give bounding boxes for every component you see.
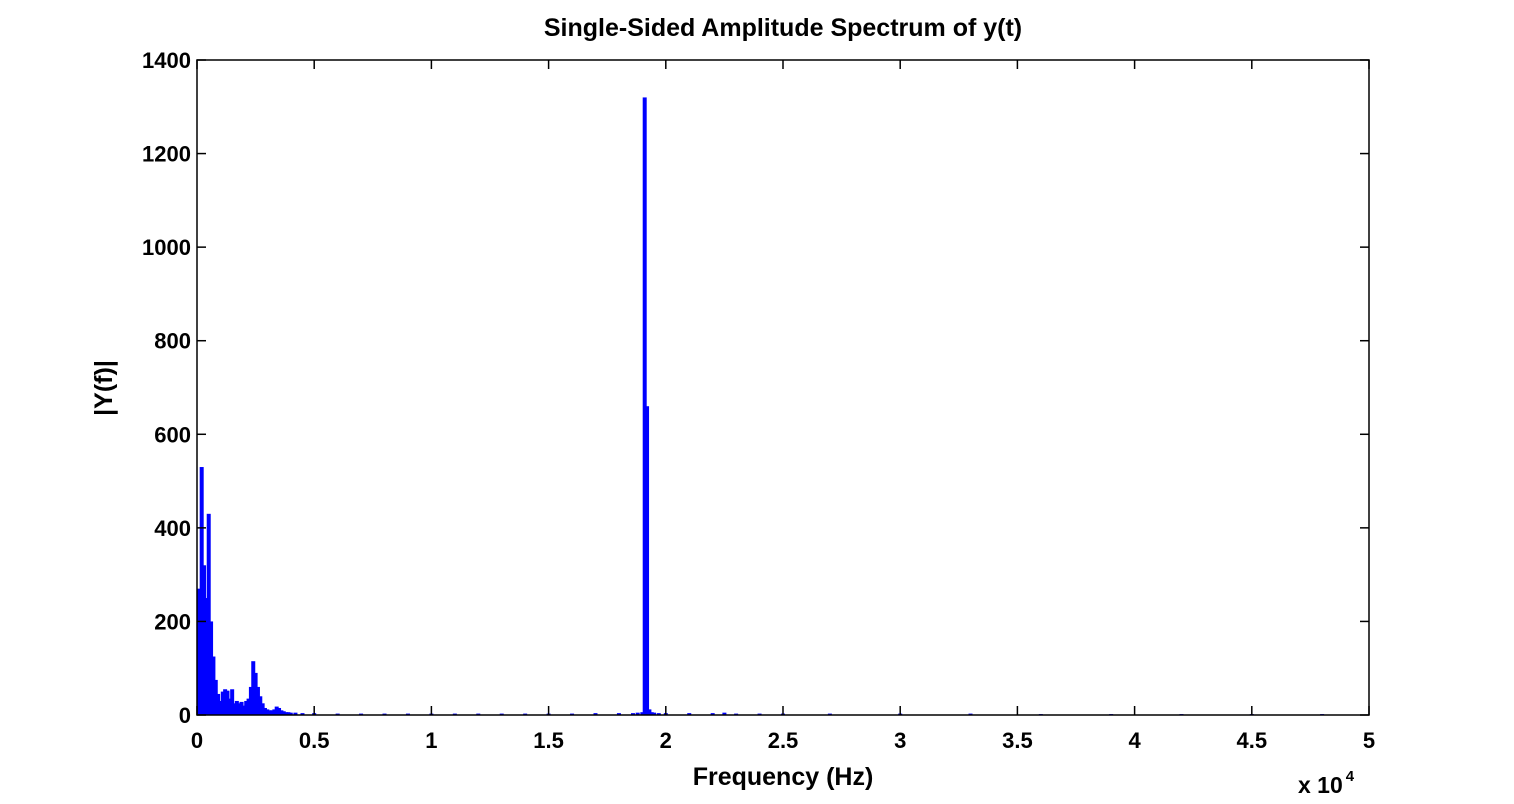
spectrum-bar: [300, 713, 305, 715]
y-tick-label: 800: [154, 329, 191, 354]
spectrum-bar: [277, 707, 282, 715]
x-tick-label: 4: [1128, 728, 1141, 753]
spectrum-bar: [270, 710, 275, 715]
x-multiplier-exponent: 4: [1346, 768, 1355, 785]
spectrum-bar: [687, 713, 692, 715]
y-tick-label: 600: [154, 422, 191, 447]
x-tick-label: 2: [660, 728, 672, 753]
spectrum-bar: [227, 698, 232, 715]
spectrum-bar: [239, 701, 244, 715]
x-tick-label: 1.5: [533, 728, 564, 753]
spectrum-bar: [213, 679, 218, 715]
spectrum-bar: [206, 513, 211, 715]
spectrum-bar: [288, 712, 293, 715]
x-tick-label: 0.5: [299, 728, 330, 753]
spectrum-bar: [293, 712, 298, 715]
spectrum-bar: [645, 406, 650, 715]
y-tick-label: 400: [154, 516, 191, 541]
spectrum-bar: [202, 565, 207, 715]
spectrum-bar: [593, 713, 598, 715]
spectrum-bar: [267, 710, 272, 715]
spectrum-bar: [640, 712, 645, 715]
spectrum-bar: [253, 672, 258, 715]
spectrum-bar: [652, 712, 657, 715]
spectrum-bar: [260, 703, 265, 715]
spectrum-bar: [251, 661, 256, 715]
spectrum-bar: [241, 705, 246, 715]
spectrum-bar: [204, 598, 209, 715]
spectrum-bar: [284, 712, 289, 715]
spectrum-bar: [281, 711, 286, 715]
spectrum-bar: [225, 690, 230, 715]
spectrum-bar: [216, 693, 221, 715]
spectrum-bar: [255, 686, 260, 715]
y-tick-label: 200: [154, 609, 191, 634]
y-tick-label: 0: [179, 703, 191, 728]
spectrum-bar: [642, 97, 647, 715]
spectrum-bar: [234, 700, 239, 715]
spectrum-bar: [232, 703, 237, 715]
spectrum-bar: [237, 703, 242, 715]
spectrum-bar: [230, 689, 235, 715]
spectrum-bar: [279, 710, 284, 715]
spectrum-bar: [209, 621, 214, 715]
spectrum-bar: [220, 691, 225, 715]
spectrum-bar: [647, 709, 652, 715]
spectrum-bar: [244, 700, 249, 715]
spectrum-bar: [246, 698, 251, 715]
x-axis-title: Frequency (Hz): [693, 763, 874, 791]
spectrum-bar: [722, 712, 727, 715]
x-tick-label: 2.5: [768, 728, 799, 753]
x-axis-ticks: 0 0.5 1 1.5 2 2.5 3 3.5 4 4.5 5: [191, 60, 1375, 753]
spectrum-bar: [262, 707, 267, 715]
spectrum-bar: [197, 626, 202, 715]
x-tick-label: 5: [1363, 728, 1375, 753]
x-tick-label: 1: [425, 728, 437, 753]
spectrum-bar: [616, 713, 621, 715]
x-tick-label: 3.5: [1002, 728, 1033, 753]
x-axis-multiplier: x 10 4: [1298, 768, 1355, 798]
spectrum-bar: [710, 713, 715, 715]
x-tick-label: 3: [894, 728, 906, 753]
spectrum-bar: [223, 689, 228, 715]
spectrum-bar: [630, 713, 635, 715]
spectrum-bar: [211, 656, 216, 715]
spectrum-bar: [258, 696, 263, 715]
chart-title: Single-Sided Amplitude Spectrum of y(t): [544, 14, 1022, 42]
spectrum-bars: [197, 97, 1325, 715]
spectrum-bar: [218, 700, 223, 715]
spectrum-bar: [635, 712, 640, 715]
x-tick-label: 4.5: [1237, 728, 1268, 753]
spectrum-bar: [199, 467, 204, 715]
spectrum-bar: [649, 712, 654, 715]
plot-frame: [196, 59, 1370, 716]
spectrum-bar: [248, 686, 253, 715]
y-axis-title: |Y(f)|: [90, 360, 118, 416]
y-tick-label: 1000: [142, 235, 191, 260]
x-tick-label: 0: [191, 728, 203, 753]
spectrum-bar: [286, 712, 291, 715]
x-multiplier-base: x 10: [1298, 772, 1343, 798]
y-axis-ticks: 0 200 400 600 800 1000 1200 1400: [142, 48, 1369, 728]
y-tick-label: 1400: [142, 48, 191, 73]
spectrum-bar: [265, 709, 270, 715]
spectrum-bar: [272, 709, 277, 715]
spectrum-bar: [274, 706, 279, 715]
y-tick-label: 1200: [142, 142, 191, 167]
spectrum-bar: [656, 713, 661, 715]
